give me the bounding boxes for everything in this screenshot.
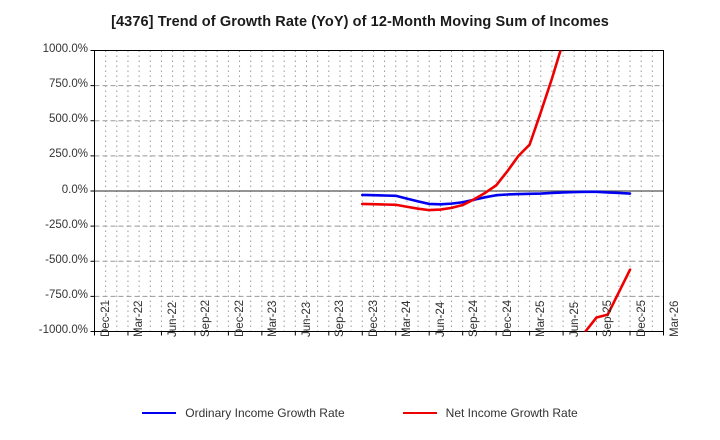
x-axis-tick-label: Sep-25 [602, 299, 615, 337]
x-axis-tick-label: Jun-25 [568, 301, 581, 337]
y-axis-tick-label: -1000.0% [38, 324, 88, 336]
y-axis-tick-label: 250.0% [48, 148, 88, 161]
legend-entry-1[interactable]: Net Income Growth Rate [402, 406, 578, 420]
y-axis-tick-label: 750.0% [48, 78, 88, 91]
x-axis-tick-label: Dec-22 [233, 299, 246, 337]
x-axis-tick-label: Mar-26 [669, 300, 681, 337]
legend-label: Ordinary Income Growth Rate [185, 406, 345, 420]
chart-title: [4376] Trend of Growth Rate (YoY) of 12-… [111, 14, 609, 30]
legend-entry-0[interactable]: Ordinary Income Growth Rate [142, 406, 345, 420]
series-line-1 [584, 268, 632, 332]
x-axis-tick-label: Mar-22 [133, 300, 146, 337]
axis-ticks [90, 50, 664, 336]
x-axis-tick-label: Sep-24 [468, 299, 481, 337]
x-axis-tick-label: Dec-25 [635, 299, 648, 337]
legend-line-swatch [402, 412, 437, 414]
x-axis-tick-label: Mar-23 [267, 300, 280, 337]
data-series-lines [360, 50, 632, 332]
x-axis-tick-label: Mar-24 [401, 300, 414, 337]
x-axis-tick-label: Mar-25 [535, 300, 548, 337]
x-axis-tick-label: Jun-22 [166, 301, 179, 337]
y-axis-tick-label: -750.0% [45, 288, 88, 301]
chart-legend: Ordinary Income Growth Rate Net Income Gr… [0, 406, 720, 420]
legend-label: Net Income Growth Rate [445, 406, 578, 420]
series-line-1 [360, 50, 562, 212]
x-axis-tick-label: Dec-23 [367, 299, 380, 337]
y-axis-tick-label: 500.0% [48, 113, 88, 126]
legend-line-swatch [142, 412, 177, 414]
x-axis-tick-label: Dec-24 [501, 299, 514, 337]
series-line-0 [360, 190, 632, 206]
y-axis-tick-label: -500.0% [45, 253, 88, 266]
x-axis-tick-label: Sep-23 [334, 299, 347, 337]
y-axis-tick-label: -250.0% [45, 218, 88, 231]
x-axis-tick-label: Sep-22 [200, 299, 213, 337]
y-axis-tick-label: 0.0% [61, 183, 88, 196]
x-axis-tick-label: Jun-23 [300, 301, 313, 337]
y-axis-tick-label: 1000.0% [42, 43, 88, 55]
x-axis-tick-label: Jun-24 [434, 301, 447, 337]
x-axis-tick-label: Dec-21 [100, 299, 112, 337]
